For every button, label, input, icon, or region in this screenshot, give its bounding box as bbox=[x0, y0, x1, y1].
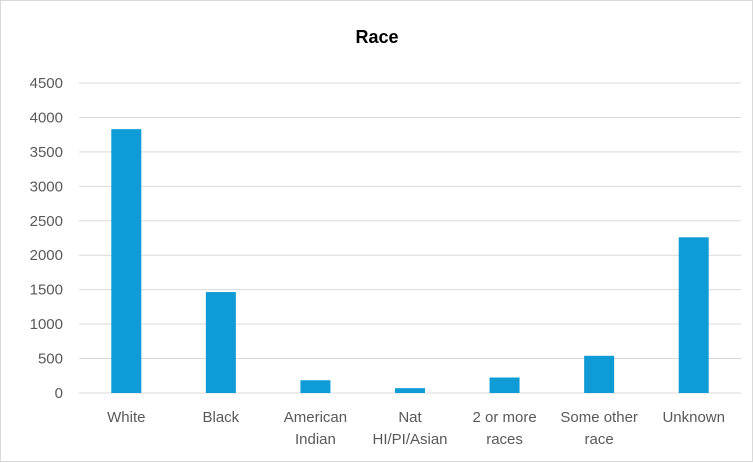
chart-title: Race bbox=[355, 27, 398, 47]
bars bbox=[111, 129, 709, 393]
x-category-label: White bbox=[107, 409, 145, 426]
x-category-label: American Indian bbox=[284, 409, 347, 448]
x-category-label: Nat HI/PI/Asian bbox=[372, 409, 447, 448]
x-category-label-line: Some other bbox=[560, 409, 638, 426]
bar bbox=[489, 377, 520, 393]
bar bbox=[205, 292, 236, 393]
gridlines bbox=[79, 82, 741, 394]
x-category-label: 2 or more races bbox=[472, 409, 536, 448]
x-category-label-line: Indian bbox=[295, 431, 336, 448]
bar bbox=[584, 355, 615, 393]
bar bbox=[111, 129, 142, 393]
y-tick-label: 3500 bbox=[30, 144, 63, 161]
y-tick-label: 2000 bbox=[30, 247, 63, 264]
y-tick-label: 1500 bbox=[30, 282, 63, 299]
bar bbox=[678, 237, 709, 393]
y-axis-ticks: 0 500 1000 1500 2000 2500 3000 3500 4000 4500 bbox=[30, 75, 63, 402]
y-tick-label: 500 bbox=[38, 351, 63, 368]
x-axis-categories: White Black American Indian Nat HI/PI/Asian 2 … bbox=[107, 409, 725, 448]
x-category-label-line: Unknown bbox=[662, 409, 725, 426]
x-category-label: Some other race bbox=[560, 409, 638, 448]
x-category-label-line: HI/PI/Asian bbox=[372, 431, 447, 448]
x-category-label-line: 2 or more bbox=[472, 409, 536, 426]
x-category-label-line: American bbox=[284, 409, 347, 426]
y-tick-label: 4500 bbox=[30, 75, 63, 92]
x-category-label-line: race bbox=[585, 431, 614, 448]
y-tick-label: 4000 bbox=[30, 109, 63, 126]
x-category-label-line: Nat bbox=[398, 409, 422, 426]
bar bbox=[395, 388, 425, 393]
x-category-label-line: races bbox=[486, 431, 523, 448]
bar bbox=[300, 380, 331, 393]
x-category-label-line: Black bbox=[203, 409, 240, 426]
y-tick-label: 0 bbox=[55, 385, 63, 402]
y-tick-label: 1000 bbox=[30, 316, 63, 333]
x-category-label: Black bbox=[203, 409, 240, 426]
y-tick-label: 2500 bbox=[30, 213, 63, 230]
x-category-label-line: White bbox=[107, 409, 145, 426]
y-tick-label: 3000 bbox=[30, 178, 63, 195]
x-category-label: Unknown bbox=[662, 409, 725, 426]
